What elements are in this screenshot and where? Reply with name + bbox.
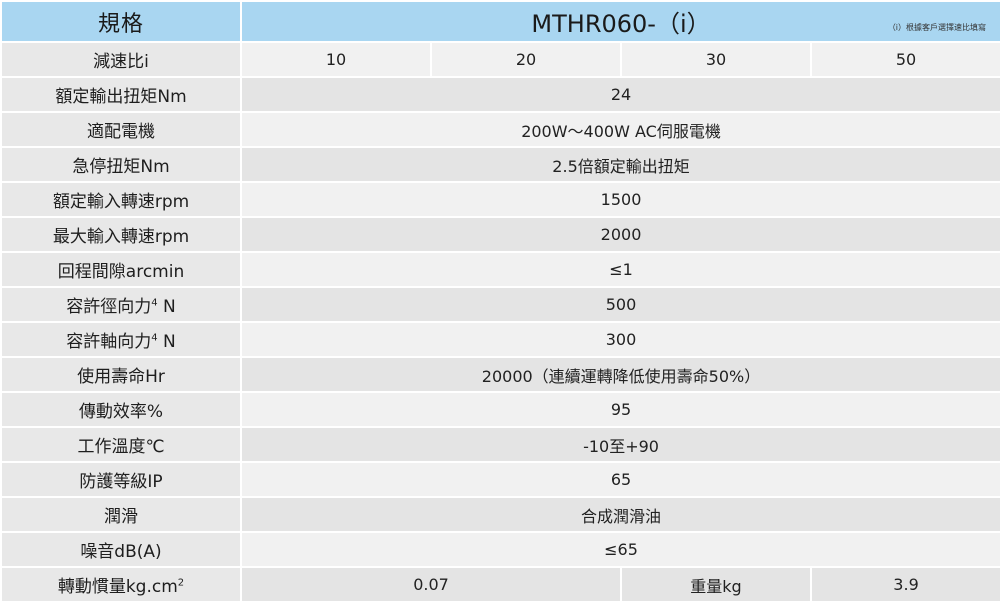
row-label: 轉動慣量kg.cm: [57, 577, 178, 597]
footnote-marker: 4: [151, 332, 158, 344]
table-row: 適配電機 200W～400W AC伺服電機: [2, 113, 1000, 146]
row-label: 容許軸向力: [66, 332, 152, 352]
row-label: 額定輸入轉速rpm: [2, 183, 240, 216]
table-row: 回程間隙arcmin ≤1: [2, 253, 1000, 286]
row-value: 20000（連續運轉降低使用壽命50%）: [242, 358, 1000, 391]
row-label: 額定輸出扭矩Nm: [2, 78, 240, 111]
row-value: -10至+90: [242, 428, 1000, 461]
row-value: 2.5倍額定輸出扭矩: [242, 148, 1000, 181]
table-row: 額定輸出扭矩Nm 24: [2, 78, 1000, 111]
row-value: 95: [242, 393, 1000, 426]
row-label: 防護等級IP: [2, 463, 240, 496]
table-row: 額定輸入轉速rpm 1500: [2, 183, 1000, 216]
inertia-row: 轉動慣量kg.cm2 0.07 重量kg 3.9: [2, 568, 1000, 601]
row-value: 65: [242, 463, 1000, 496]
model-header-cell: MTHR060-（i） （i）根據客戶選擇速比填寫: [242, 2, 1000, 41]
row-label: 工作溫度℃: [2, 428, 240, 461]
row-value: 300: [242, 323, 1000, 356]
weight-label: 重量kg: [622, 568, 810, 601]
table-row: 防護等級IP 65: [2, 463, 1000, 496]
row-label-cell: 轉動慣量kg.cm2: [2, 568, 240, 601]
row-value: 24: [242, 78, 1000, 111]
row-label: 噪音dB(A): [2, 533, 240, 566]
ratio-value: 10: [242, 43, 430, 76]
ratio-row: 減速比i 10 20 30 50: [2, 43, 1000, 76]
table-row: 使用壽命Hr 20000（連續運轉降低使用壽命50%）: [2, 358, 1000, 391]
row-label: 使用壽命Hr: [2, 358, 240, 391]
superscript: 2: [177, 577, 185, 589]
footnote-marker: 4: [151, 297, 158, 309]
row-label-cell: 容許徑向力4 N: [2, 288, 240, 321]
table-row: 急停扭矩Nm 2.5倍額定輸出扭矩: [2, 148, 1000, 181]
ratio-value: 50: [812, 43, 1000, 76]
row-label-unit: N: [157, 332, 176, 352]
row-label: 急停扭矩Nm: [2, 148, 240, 181]
row-label-unit: N: [157, 297, 176, 317]
weight-value: 3.9: [812, 568, 1000, 601]
row-value: 500: [242, 288, 1000, 321]
table-row: 傳動效率% 95: [2, 393, 1000, 426]
table-row: 潤滑 合成潤滑油: [2, 498, 1000, 531]
table-row: 噪音dB(A) ≤65: [2, 533, 1000, 566]
row-label: 減速比i: [2, 43, 240, 76]
ratio-value: 30: [622, 43, 810, 76]
row-label: 回程間隙arcmin: [2, 253, 240, 286]
row-value: ≤65: [242, 533, 1000, 566]
row-value: 2000: [242, 218, 1000, 251]
row-value: 合成潤滑油: [242, 498, 1000, 531]
inertia-value: 0.07: [242, 568, 620, 601]
table-row: 最大輸入轉速rpm 2000: [2, 218, 1000, 251]
table-row: 容許徑向力4 N 500: [2, 288, 1000, 321]
row-value: 1500: [242, 183, 1000, 216]
ratio-value: 20: [432, 43, 620, 76]
row-value: ≤1: [242, 253, 1000, 286]
row-label: 最大輸入轉速rpm: [2, 218, 240, 251]
header-row: 規格 MTHR060-（i） （i）根據客戶選擇速比填寫: [2, 2, 1000, 41]
table-row: 容許軸向力4 N 300: [2, 323, 1000, 356]
model-note: （i）根據客戶選擇速比填寫: [887, 23, 987, 32]
row-label-cell: 容許軸向力4 N: [2, 323, 240, 356]
row-label: 傳動效率%: [2, 393, 240, 426]
row-value: 200W～400W AC伺服電機: [242, 113, 1000, 146]
spec-header-cell: 規格: [2, 2, 240, 41]
table-row: 工作溫度℃ -10至+90: [2, 428, 1000, 461]
row-label: 適配電機: [2, 113, 240, 146]
row-label: 潤滑: [2, 498, 240, 531]
model-name: MTHR060-（i）: [531, 10, 711, 38]
row-label: 容許徑向力: [66, 297, 152, 317]
